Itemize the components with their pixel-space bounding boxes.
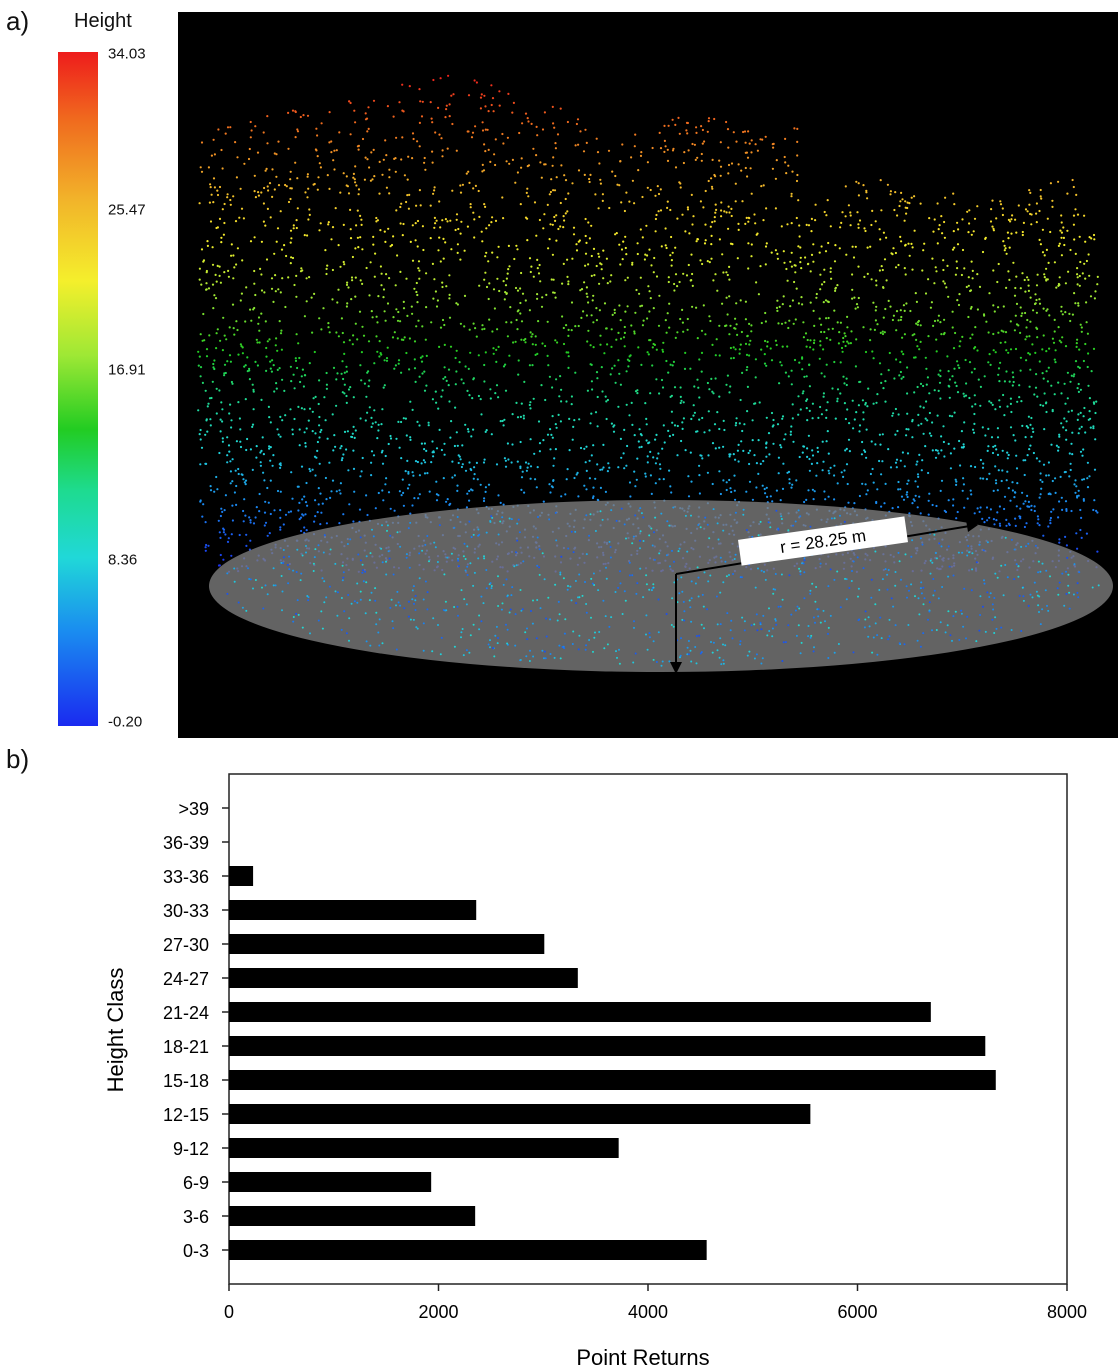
height-colorbar xyxy=(58,52,98,726)
y-axis-label: Height Class xyxy=(103,968,128,1093)
bar-15-18 xyxy=(229,1070,996,1090)
x-tick-label: 2000 xyxy=(418,1302,458,1322)
radius-arrowhead xyxy=(966,520,978,532)
bar-27-30 xyxy=(229,934,545,954)
colorbar-title: Height xyxy=(74,10,132,32)
point-cloud-points xyxy=(197,74,1099,574)
colorbar-tick-min: -0.20 xyxy=(108,713,143,731)
colorbar-tick-max: 34.03 xyxy=(108,45,146,63)
y-tick-label: 21-24 xyxy=(163,1003,209,1023)
y-tick-label: 15-18 xyxy=(163,1071,209,1091)
radius-label-box xyxy=(738,516,908,566)
y-tick-label: 33-36 xyxy=(163,867,209,887)
plot-area-ellipse xyxy=(209,500,1113,672)
y-tick-label: 27-30 xyxy=(163,935,209,955)
colorbar-tick-4: 8.36 xyxy=(108,551,138,569)
y-tick-label: 12-15 xyxy=(163,1105,209,1125)
bar-18-21 xyxy=(229,1036,986,1056)
y-tick-label: 30-33 xyxy=(163,901,209,921)
y-tick-label: 18-21 xyxy=(163,1037,209,1057)
y-tick-label: 36-39 xyxy=(163,833,209,853)
x-axis-label: Point Returns xyxy=(576,1345,709,1370)
y-tick-label: 0-3 xyxy=(183,1241,209,1261)
y-tick-label: 9-12 xyxy=(173,1139,209,1159)
colorbar-tick-3: 16.91 xyxy=(108,361,146,379)
bar-6-9 xyxy=(229,1172,432,1192)
lidar-point-cloud-image: r = 28.25 m xyxy=(178,12,1118,738)
height-class-bar-chart: 0-3 3-6 6-9 9-12 12-15 15-18 18-21 21-24 24-27 27… xyxy=(103,773,1087,1370)
y-tick-label: 3-6 xyxy=(183,1207,209,1227)
x-tick-label: 0 xyxy=(224,1302,234,1322)
bar-9-12 xyxy=(229,1138,619,1158)
y-tick-label: 6-9 xyxy=(183,1173,209,1193)
panel-b-label: b) xyxy=(6,744,30,774)
panel-a-label: a) xyxy=(6,6,30,36)
x-tick-label: 8000 xyxy=(1047,1302,1087,1322)
bar-21-24 xyxy=(229,1002,931,1022)
x-tick-label: 6000 xyxy=(837,1302,877,1322)
bar-33-36 xyxy=(229,866,254,886)
colorbar-tick-2: 25.47 xyxy=(108,201,146,219)
x-tick-label: 4000 xyxy=(628,1302,668,1322)
bar-24-27 xyxy=(229,968,578,988)
bar-0-3 xyxy=(229,1240,707,1260)
bar-30-33 xyxy=(229,900,477,920)
bar-3-6 xyxy=(229,1206,476,1226)
y-tick-label: >39 xyxy=(178,799,209,819)
bar-12-15 xyxy=(229,1104,811,1124)
ground-points xyxy=(226,506,1100,667)
radius-vertical-arrowhead xyxy=(670,662,682,674)
y-tick-label: 24-27 xyxy=(163,969,209,989)
